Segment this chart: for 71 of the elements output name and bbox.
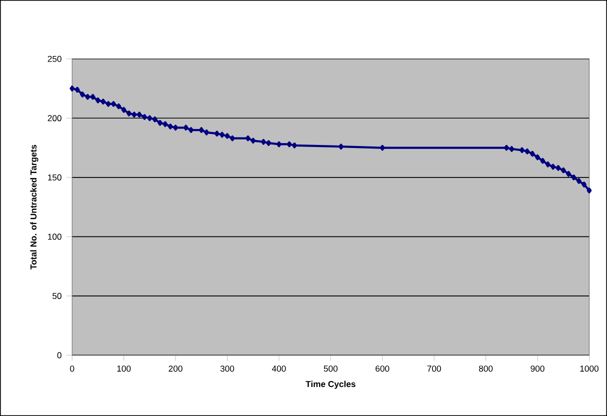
y-axis-title: Total No. of Untracked Targets xyxy=(30,144,38,270)
point xyxy=(571,174,576,180)
point xyxy=(158,120,162,126)
point xyxy=(586,188,592,194)
point xyxy=(162,121,168,128)
point xyxy=(147,115,152,122)
point xyxy=(535,154,540,160)
y-tick-label: 150 xyxy=(48,174,62,180)
point xyxy=(286,141,292,148)
point xyxy=(560,167,566,174)
point xyxy=(245,135,250,142)
x-tick-label: 700 xyxy=(427,366,441,372)
point xyxy=(338,144,344,150)
point xyxy=(183,124,188,131)
point xyxy=(214,130,220,136)
x-tick-label: 800 xyxy=(479,366,493,372)
point xyxy=(504,144,509,151)
point xyxy=(90,94,96,100)
point xyxy=(556,165,561,171)
point xyxy=(276,141,282,148)
point xyxy=(100,98,106,104)
point xyxy=(126,110,132,116)
y-tick-label: 100 xyxy=(48,234,62,240)
point xyxy=(566,170,572,177)
point xyxy=(540,158,546,164)
x-axis-title: Time Cycles xyxy=(306,380,356,389)
point xyxy=(80,92,85,98)
x-tick-label: 300 xyxy=(220,366,234,372)
y-tick-label: 0 xyxy=(57,352,62,358)
point xyxy=(230,135,235,142)
point xyxy=(224,133,230,139)
point xyxy=(96,97,100,104)
y-tick-label: 50 xyxy=(52,292,62,299)
point xyxy=(520,147,524,154)
point xyxy=(266,140,272,146)
point xyxy=(152,116,158,122)
point xyxy=(132,112,137,118)
point xyxy=(524,148,530,154)
point xyxy=(173,124,178,131)
point xyxy=(85,94,90,100)
point xyxy=(545,161,550,168)
point xyxy=(106,101,111,107)
x-tick-label: 1000 xyxy=(580,366,598,372)
x-tick-label: 0 xyxy=(70,366,74,372)
x-tick-label: 200 xyxy=(168,366,182,372)
point xyxy=(582,182,587,188)
point xyxy=(576,178,582,184)
y-tick-label: 200 xyxy=(48,115,62,122)
point xyxy=(142,114,147,120)
x-tick-label: 900 xyxy=(530,366,544,372)
point xyxy=(530,150,535,157)
point xyxy=(111,101,116,107)
point xyxy=(550,164,556,170)
point xyxy=(136,112,142,118)
point xyxy=(121,106,126,113)
point xyxy=(220,132,225,138)
point xyxy=(509,146,514,152)
point xyxy=(260,138,266,145)
point xyxy=(116,103,122,110)
y-tick-label: 250 xyxy=(48,56,62,62)
point xyxy=(74,86,80,93)
point xyxy=(250,138,256,144)
point xyxy=(204,129,210,136)
point xyxy=(168,124,173,130)
x-tick-label: 600 xyxy=(376,366,390,372)
point xyxy=(70,86,75,92)
x-tick-label: 500 xyxy=(324,366,338,372)
point xyxy=(380,144,385,151)
point xyxy=(292,142,297,148)
x-tick-label: 400 xyxy=(272,366,286,372)
x-tick-label: 100 xyxy=(117,366,131,372)
